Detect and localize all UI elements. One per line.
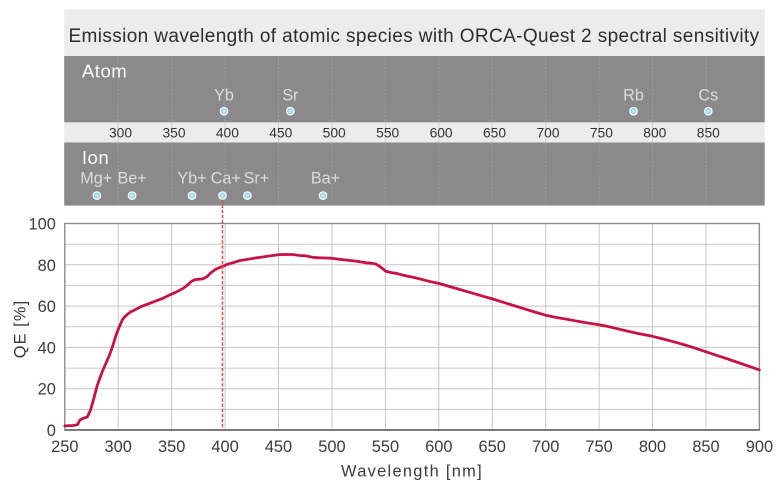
- svg-text:40: 40: [38, 339, 56, 357]
- svg-text:Yb+: Yb+: [177, 170, 206, 188]
- svg-text:Ion: Ion: [82, 147, 109, 168]
- svg-text:850: 850: [692, 438, 719, 456]
- svg-text:60: 60: [38, 298, 56, 316]
- svg-text:Atom: Atom: [82, 61, 127, 82]
- svg-text:750: 750: [590, 125, 613, 140]
- svg-text:600: 600: [430, 125, 453, 140]
- svg-text:Ba+: Ba+: [311, 170, 340, 188]
- svg-text:Emission wavelength of atomic: Emission wavelength of atomic species wi…: [69, 26, 760, 47]
- svg-text:Cs: Cs: [698, 86, 718, 104]
- svg-text:450: 450: [269, 125, 292, 140]
- svg-text:650: 650: [483, 125, 506, 140]
- svg-text:Yb: Yb: [214, 86, 234, 104]
- svg-text:450: 450: [265, 438, 292, 456]
- svg-text:700: 700: [532, 438, 559, 456]
- svg-text:Sr: Sr: [282, 86, 299, 104]
- svg-text:300: 300: [105, 438, 132, 456]
- svg-text:900: 900: [746, 438, 773, 456]
- svg-text:Sr+: Sr+: [244, 170, 270, 188]
- svg-text:550: 550: [376, 125, 399, 140]
- svg-text:100: 100: [29, 216, 56, 234]
- svg-text:0: 0: [47, 422, 56, 440]
- svg-text:700: 700: [536, 125, 559, 140]
- svg-text:400: 400: [211, 438, 238, 456]
- svg-text:20: 20: [38, 381, 56, 399]
- svg-text:400: 400: [216, 125, 239, 140]
- svg-text:550: 550: [372, 438, 399, 456]
- svg-text:800: 800: [639, 438, 666, 456]
- svg-text:Wavelength [nm]: Wavelength [nm]: [341, 463, 483, 481]
- svg-text:650: 650: [479, 438, 506, 456]
- svg-text:500: 500: [318, 438, 345, 456]
- svg-text:600: 600: [425, 438, 452, 456]
- svg-text:Rb: Rb: [623, 86, 644, 104]
- svg-text:80: 80: [38, 257, 56, 275]
- svg-text:300: 300: [109, 125, 132, 140]
- svg-text:QE [%]: QE [%]: [12, 300, 30, 359]
- svg-text:Ca+: Ca+: [211, 170, 241, 188]
- svg-text:350: 350: [158, 438, 185, 456]
- svg-text:500: 500: [323, 125, 346, 140]
- svg-text:350: 350: [162, 125, 185, 140]
- svg-text:800: 800: [643, 125, 666, 140]
- svg-text:Be+: Be+: [117, 170, 146, 188]
- svg-text:750: 750: [585, 438, 612, 456]
- svg-text:850: 850: [697, 125, 720, 140]
- svg-text:Mg+: Mg+: [80, 170, 112, 188]
- svg-text:250: 250: [51, 438, 78, 456]
